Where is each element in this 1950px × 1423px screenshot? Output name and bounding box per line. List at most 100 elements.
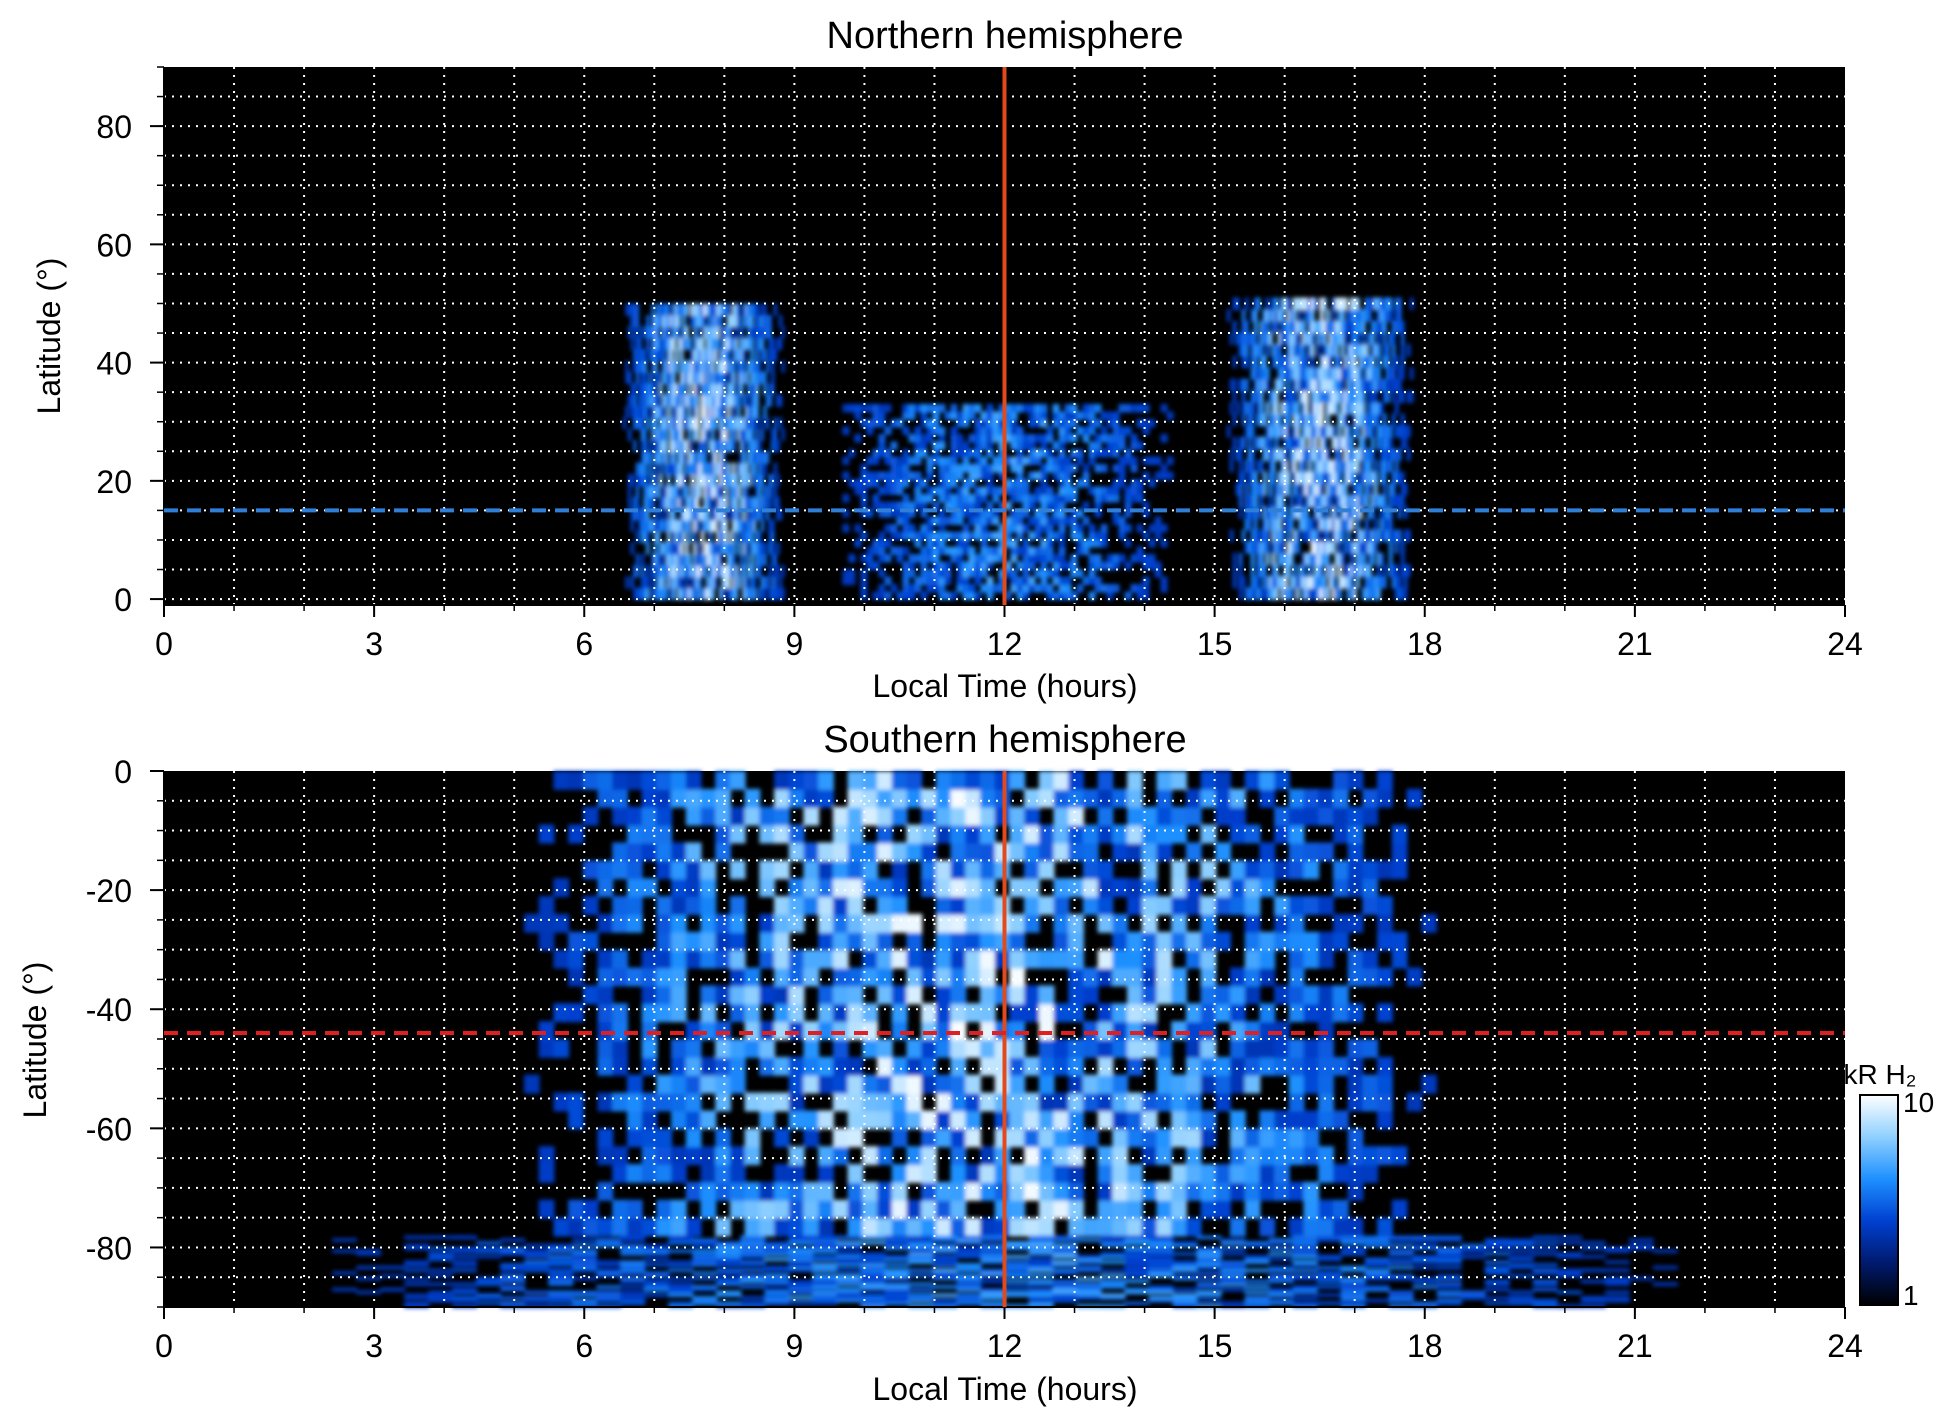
south-emission-cell xyxy=(548,1290,574,1295)
south-emission-cell xyxy=(626,1128,643,1148)
south-emission-cell xyxy=(935,1110,952,1130)
south-emission-cell xyxy=(716,1279,742,1284)
north-emission-cell xyxy=(1310,355,1315,369)
north-emission-cell xyxy=(1247,448,1252,461)
south-emission-cell xyxy=(452,1254,478,1259)
north-emission-cell xyxy=(1046,524,1054,533)
north-emission-cell xyxy=(685,485,689,498)
north-emission-cell xyxy=(1400,483,1405,496)
north-emission-cell xyxy=(1352,448,1357,461)
south-emission-cell xyxy=(553,1039,570,1058)
north-emission-cell xyxy=(1040,501,1048,511)
north-emission-cell xyxy=(848,576,856,586)
south-emission-cell xyxy=(644,1279,670,1284)
north-emission-cell xyxy=(768,394,772,407)
north-emission-cell xyxy=(711,462,715,476)
north-emission-cell xyxy=(653,371,658,385)
north-emission-cell xyxy=(1349,541,1354,554)
south-emission-cell xyxy=(1141,985,1158,1005)
south-emission-cell xyxy=(906,967,923,987)
south-emission-cell xyxy=(891,1199,908,1219)
north-emission-cell xyxy=(685,576,689,589)
north-emission-cell xyxy=(724,576,728,589)
south-emission-cell xyxy=(1303,1039,1320,1058)
south-emission-cell xyxy=(950,1110,967,1130)
south-emission-cell xyxy=(965,1039,981,1058)
north-emission-cell xyxy=(651,428,655,441)
north-emission-cell xyxy=(1334,471,1339,485)
north-emission-cell xyxy=(770,439,775,453)
south-emission-cell xyxy=(1230,788,1246,808)
south-emission-cell xyxy=(1038,860,1055,880)
south-emission-cell xyxy=(764,1287,790,1292)
north-emission-cell xyxy=(1301,459,1306,473)
south-emission-cell xyxy=(1127,1092,1143,1112)
north-emission-cell xyxy=(1337,483,1342,496)
south-emission-cell xyxy=(1316,1271,1342,1276)
north-emission-cell xyxy=(1376,367,1381,380)
north-emission-cell xyxy=(1319,517,1324,531)
south-emission-cell xyxy=(812,1235,838,1240)
north-emission-cell xyxy=(729,371,733,385)
north-emission-cell xyxy=(731,542,736,555)
north-emission-cell xyxy=(682,508,687,521)
north-emission-cell xyxy=(1292,390,1297,403)
south-emission-cell xyxy=(428,1282,454,1287)
north-emission-cell xyxy=(872,561,880,571)
south-emission-cell xyxy=(1171,1092,1187,1112)
north-emission-cell xyxy=(1388,459,1393,473)
north-emission-cell xyxy=(1247,436,1252,450)
south-emission-cell xyxy=(906,1146,923,1166)
north-emission-cell xyxy=(1022,456,1030,466)
north-emission-cell xyxy=(1088,486,1096,496)
north-y-tick-label: 40 xyxy=(96,346,132,382)
south-emission-cell xyxy=(668,1235,694,1240)
south-emission-cell xyxy=(965,1074,981,1094)
north-emission-cell xyxy=(986,418,994,428)
north-emission-cell xyxy=(690,371,694,385)
north-emission-cell xyxy=(653,542,658,555)
north-emission-cell xyxy=(692,530,697,544)
south-emission-cell xyxy=(908,1274,934,1278)
south-emission-cell xyxy=(832,1003,849,1023)
north-emission-cell xyxy=(896,516,904,526)
south-emission-cell xyxy=(1004,1243,1030,1248)
south-emission-cell xyxy=(979,1039,996,1058)
north-emission-cell xyxy=(1259,459,1264,473)
south-emission-cell xyxy=(641,771,658,790)
north-emission-cell xyxy=(1325,425,1330,438)
north-emission-cell xyxy=(1052,509,1060,518)
south-emission-cell xyxy=(1141,913,1158,933)
south-emission-cell xyxy=(1124,1274,1150,1278)
north-emission-cell xyxy=(1076,426,1084,436)
south-emission-cell xyxy=(908,1238,934,1243)
north-emission-cell xyxy=(1391,332,1396,345)
south-emission-cell xyxy=(1127,806,1143,826)
north-emission-cell xyxy=(992,434,1000,443)
north-emission-cell xyxy=(1265,309,1270,322)
north-emission-cell xyxy=(757,371,762,385)
north-emission-cell xyxy=(653,383,658,396)
north-emission-cell xyxy=(1325,529,1330,543)
south-emission-cell xyxy=(788,1056,805,1076)
north-emission-cell xyxy=(1379,448,1384,461)
north-emission-cell xyxy=(944,516,952,526)
south-emission-cell xyxy=(877,788,893,808)
south-emission-cell xyxy=(980,1290,1006,1295)
north-emission-cell xyxy=(1379,494,1384,508)
north-emission-cell xyxy=(1328,378,1333,392)
north-emission-cell xyxy=(1295,413,1300,427)
south-emission-cell xyxy=(1172,1293,1198,1298)
south-emission-cell xyxy=(1377,896,1393,915)
north-emission-cell xyxy=(1088,524,1096,533)
south-emission-cell xyxy=(740,1263,766,1267)
south-emission-cell xyxy=(1484,1268,1510,1273)
north-emission-cell xyxy=(896,554,904,563)
north-emission-cell xyxy=(1319,355,1324,369)
north-emission-cell xyxy=(1358,320,1363,334)
north-emission-cell xyxy=(695,519,700,532)
north-emission-cell xyxy=(1004,403,1012,413)
south-emission-cell xyxy=(715,1146,731,1166)
north-emission-cell xyxy=(651,587,655,601)
north-emission-cell xyxy=(938,471,946,481)
